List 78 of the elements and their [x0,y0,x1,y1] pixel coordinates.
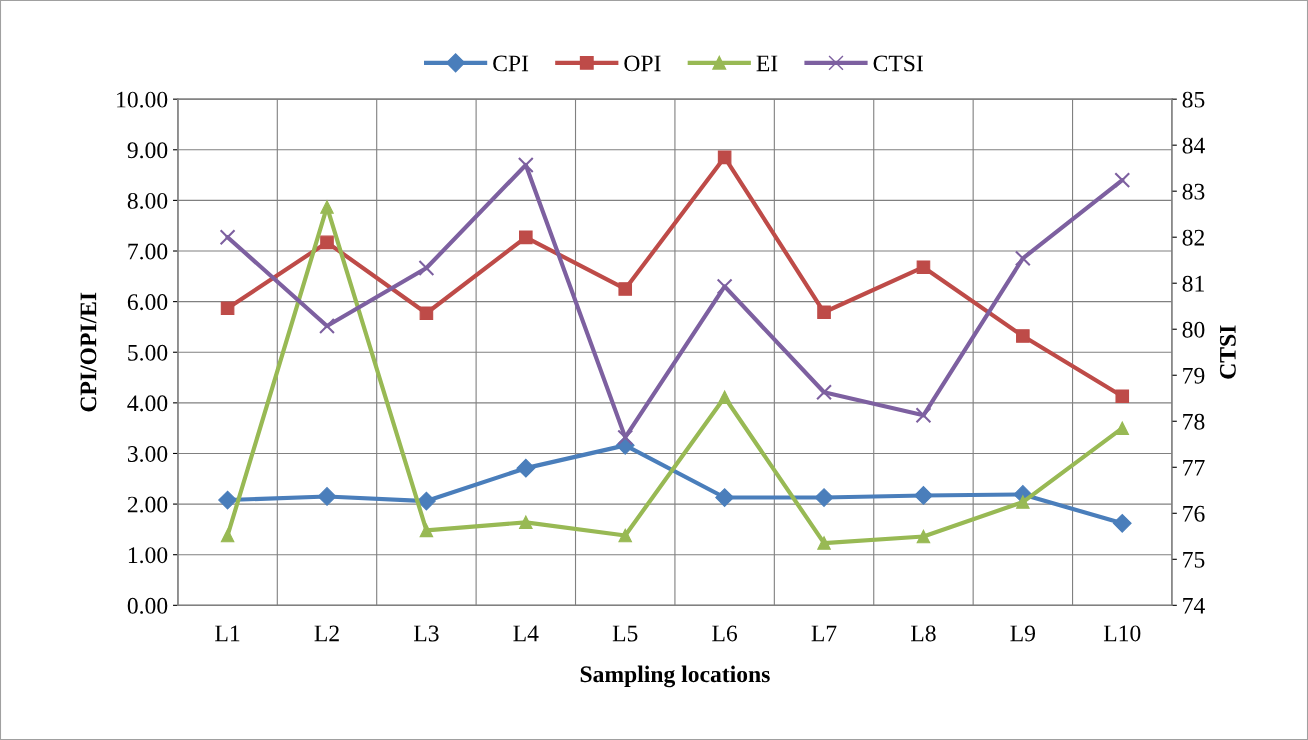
legend-label: OPI [624,55,661,72]
x-tick-label: L6 [712,625,738,642]
y2-tick-label: 82 [1182,229,1204,246]
y2-tick-label: 78 [1183,413,1205,430]
x-tick-label: L10 [1103,625,1141,642]
point [320,235,334,250]
point [915,407,932,424]
point [519,230,533,245]
point [220,528,235,543]
y2-tick-label: 81 [1182,275,1204,292]
point [914,486,933,505]
y2-tick-label: 79 [1183,367,1205,384]
point [220,301,235,316]
y-tick-label: 10.00 [117,91,168,108]
point [218,490,237,510]
point [1112,513,1132,533]
legend-label: CPI [493,55,529,72]
y-tick-label: 6.00 [127,294,168,311]
point [618,528,633,543]
legend-label: EI [756,55,778,72]
y2-tick-label: 75 [1183,552,1205,568]
point [814,488,834,507]
point [1014,250,1031,267]
point [319,318,335,334]
y2-tick-label: 83 [1182,183,1205,200]
y2-tick-label: 80 [1182,321,1205,338]
y2-tick-label: 84 [1182,137,1205,154]
point [517,156,534,173]
x-tick-label: L8 [911,625,936,642]
point [618,282,633,296]
y-tick-label: 3.00 [127,445,168,462]
y2-tick-label: 74 [1183,597,1205,614]
y2-tick-label: 77 [1183,460,1205,476]
x-tick-label: L1 [215,625,240,642]
y-tick-label: 7.00 [128,243,168,260]
point [817,305,831,320]
point [617,429,634,446]
y-tick-label: 2.00 [127,496,168,513]
y-tick-label: 4.00 [127,395,168,412]
point [916,260,931,275]
point [1115,389,1130,404]
y-tick-label: 9.00 [127,142,168,159]
x-tick-label: L5 [612,625,638,642]
legend-label: CTSI [873,55,923,72]
y-axis-title: CPI/OPI/EI [80,292,97,412]
point [817,536,831,550]
point [519,515,533,530]
point [320,200,334,214]
x-tick-label: L9 [1010,625,1035,642]
point [1114,172,1131,189]
y-tick-label: 1.00 [128,547,168,564]
point [1115,421,1130,435]
point [715,488,735,507]
point [1016,495,1030,509]
x-tick-label: L4 [513,625,539,642]
point [419,523,434,538]
point [516,458,536,478]
y-tick-label: 5.00 [128,344,168,361]
point [317,487,337,506]
point [916,529,931,544]
point [417,491,436,511]
y2-tick-label: 85 [1182,91,1205,108]
point [716,278,733,295]
point [717,150,732,165]
point [418,260,435,277]
y-tick-label: 0.00 [127,597,168,614]
x-tick-label: L7 [811,625,837,642]
point [816,384,833,401]
y-tick-label: 8.00 [127,192,168,209]
y2-tick-label: 76 [1183,505,1205,522]
point [1016,329,1030,343]
x-tick-label: L3 [413,625,439,642]
x-tick-label: L2 [314,625,339,642]
y2-axis-title: CTSI [1219,325,1236,379]
point [219,229,236,246]
point [717,390,732,405]
point [419,306,434,321]
x-axis-title: Sampling locations [580,665,770,688]
